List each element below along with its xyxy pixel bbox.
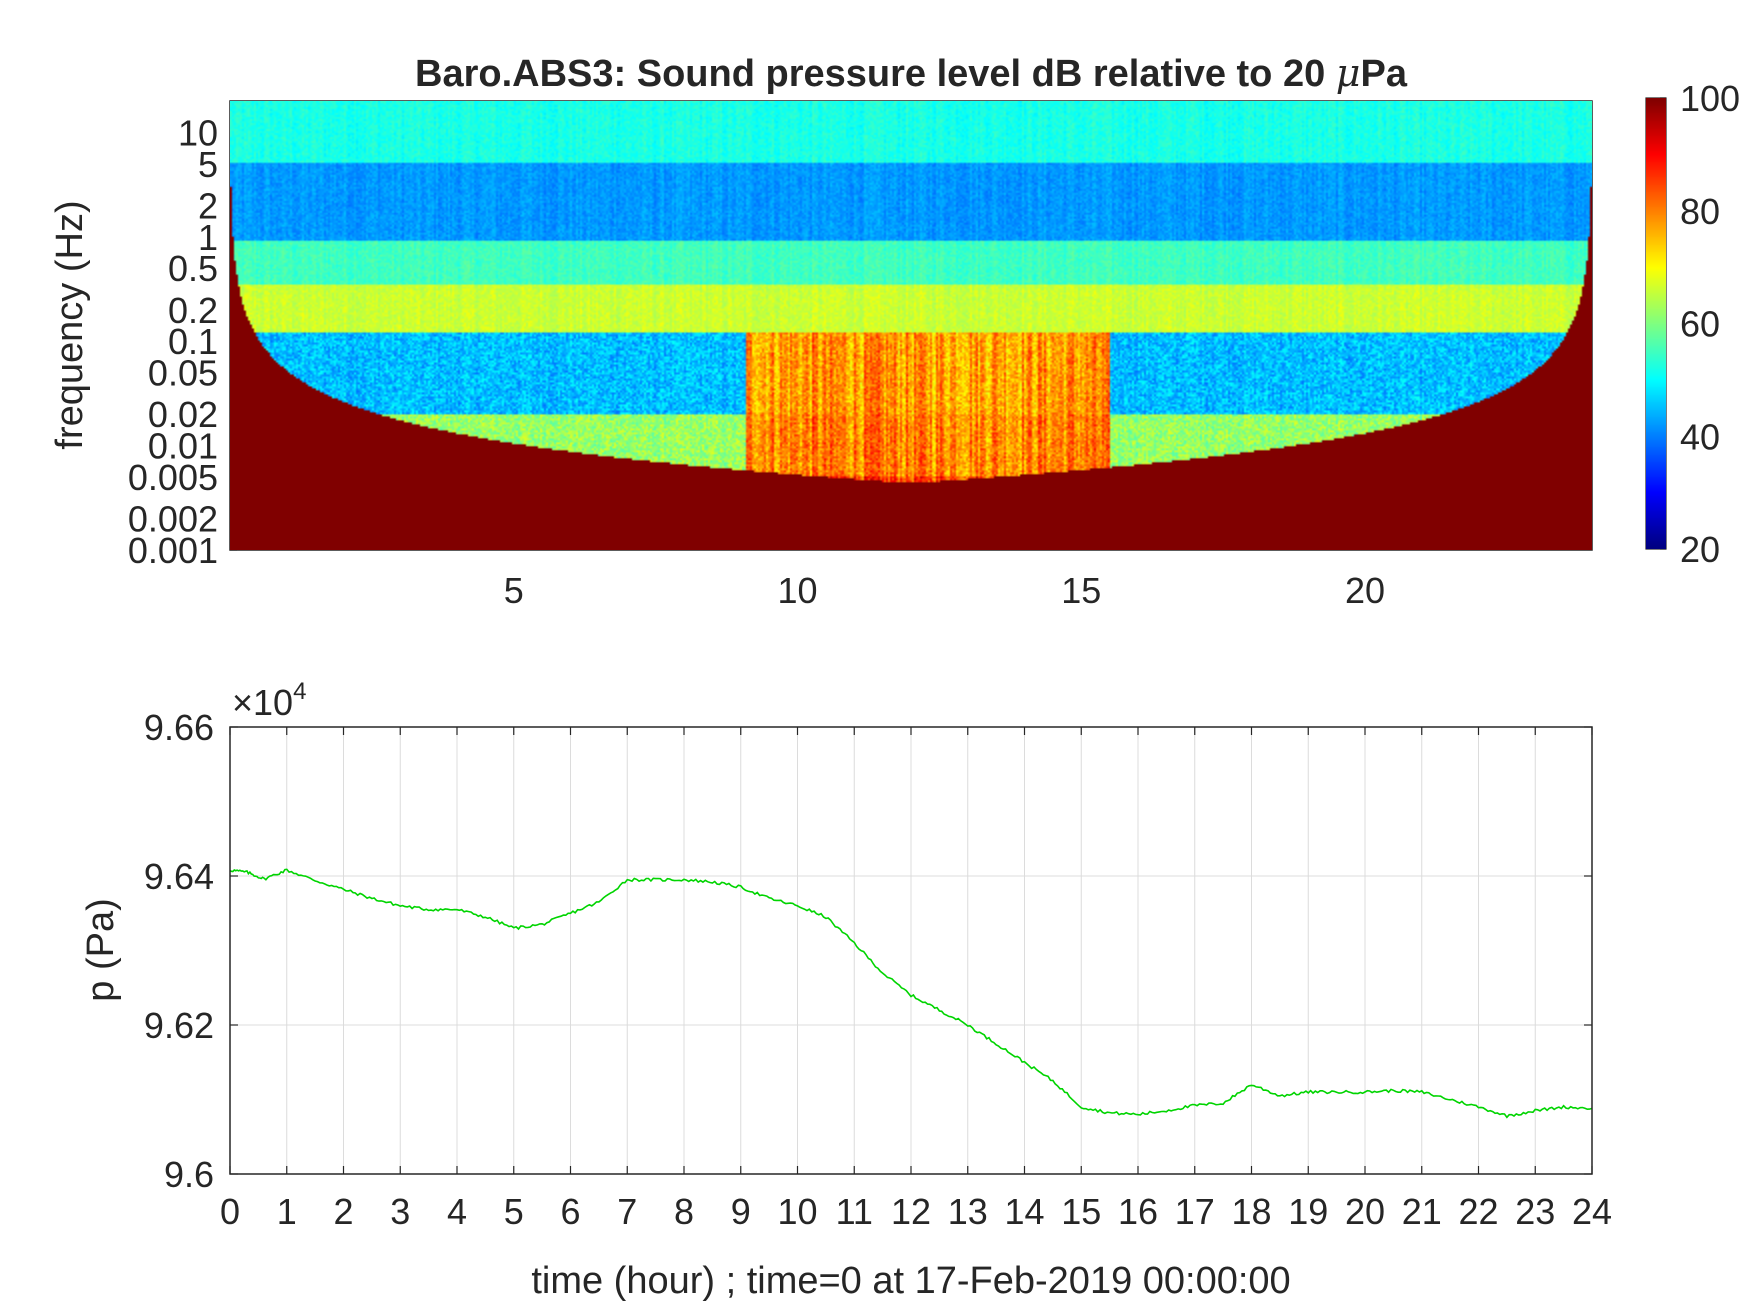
pressure-y-label: p (Pa)	[80, 898, 122, 1001]
pressure-y-tick-label: 9.64	[144, 856, 214, 897]
pressure-x-tick-label: 10	[777, 1191, 817, 1232]
pressure-series-line	[229, 868, 1593, 1119]
spectrogram-y-tick-label: 0.1	[168, 321, 218, 362]
pressure-x-tick-label: 11	[836, 1191, 873, 1232]
pressure-x-tick-label: 19	[1288, 1191, 1328, 1232]
spectrogram-title: Baro.ABS3: Sound pressure level dB relat…	[415, 51, 1408, 95]
pressure-x-tick-label: 3	[390, 1191, 410, 1232]
pressure-x-tick-label: 20	[1345, 1191, 1385, 1232]
colorbar-tick-label: 100	[1680, 78, 1740, 119]
pressure-x-tick-label: 7	[617, 1191, 637, 1232]
spectrogram-y-tick-label: 10	[178, 112, 218, 153]
spectrogram-x-tick-label: 20	[1345, 570, 1385, 611]
spectrogram-y-tick-label: 0.5	[168, 248, 218, 289]
pressure-x-tick-label: 0	[220, 1191, 240, 1232]
spectrogram-x-tick-label: 15	[1061, 570, 1101, 611]
pressure-x-tick-label: 13	[948, 1191, 988, 1232]
pressure-x-tick-label: 24	[1572, 1191, 1612, 1232]
pressure-x-ticks: 0 1 2 3 4 5 6 7 8 9 10 11 12 13 14 15 16 17 18 19 20 21 22 23 24	[220, 727, 1612, 1232]
pressure-y-ticks: 9.6 9.62 9.64 9.66	[144, 707, 1592, 1195]
pressure-x-tick-label: 12	[891, 1191, 931, 1232]
spectrogram-y-label: frequency (Hz)	[49, 200, 91, 449]
pressure-x-tick-label: 18	[1231, 1191, 1271, 1232]
pressure-y-tick-label: 9.62	[144, 1005, 214, 1046]
spectrogram-y-tick-label: 0.02	[148, 394, 218, 435]
spectrogram-y-tick-label: 1	[198, 217, 218, 258]
spectrogram-y-tick-label: 0.002	[128, 499, 218, 540]
pressure-y-tick-label: 9.66	[144, 707, 214, 748]
spectrogram-y-tick-label: 2	[198, 185, 218, 226]
pressure-x-tick-label: 17	[1175, 1191, 1215, 1232]
pressure-x-tick-label: 1	[277, 1191, 297, 1232]
pressure-x-label: time (hour) ; time=0 at 17-Feb-2019 00:0…	[531, 1260, 1290, 1302]
spectrogram-x-ticks: 5 10 15 20	[504, 543, 1385, 611]
pressure-x-tick-label: 8	[674, 1191, 694, 1232]
pressure-x-tick-label: 16	[1118, 1191, 1158, 1232]
pressure-grid	[229, 726, 1593, 1175]
colorbar	[1646, 98, 1666, 549]
pressure-x-tick-label: 22	[1458, 1191, 1498, 1232]
pressure-y-tick-label: 9.6	[164, 1154, 214, 1195]
pressure-x-tick-label: 23	[1515, 1191, 1555, 1232]
colorbar-tick-label: 60	[1680, 304, 1720, 345]
spectrogram-x-tick-label: 5	[504, 570, 524, 611]
pressure-x-tick-label: 21	[1402, 1191, 1442, 1232]
spectrogram-heatmap	[230, 101, 1592, 550]
spectrogram-y-tick-label: 0.01	[148, 426, 218, 467]
spectrogram-x-tick-label: 10	[777, 570, 817, 611]
pressure-x-tick-label: 2	[333, 1191, 353, 1232]
spectrogram-y-tick-label: 0.005	[128, 457, 218, 498]
pressure-axes-box	[229, 726, 1593, 1175]
colorbar-tick-label: 40	[1680, 416, 1720, 457]
colorbar-tick-label: 80	[1680, 191, 1720, 232]
spectrogram-y-tick-label: 0.2	[168, 290, 218, 331]
pressure-x-tick-label: 5	[504, 1191, 524, 1232]
pressure-x-tick-label: 6	[560, 1191, 580, 1232]
pressure-exponent-label: ×104	[232, 678, 306, 723]
spectrogram-y-tick-label: 5	[198, 144, 218, 185]
spectrogram-y-tick-label: 0.05	[148, 353, 218, 394]
spectrogram-y-tick-label: 0.001	[128, 530, 218, 571]
colorbar-tick-label: 20	[1680, 529, 1720, 570]
pressure-x-tick-label: 9	[731, 1191, 751, 1232]
pressure-x-tick-label: 14	[1004, 1191, 1044, 1232]
pressure-x-tick-label: 15	[1061, 1191, 1101, 1232]
spectrogram-y-ticks: 105210.50.20.10.050.020.010.0050.0020.00…	[128, 112, 237, 571]
pressure-x-tick-label: 4	[447, 1191, 467, 1232]
